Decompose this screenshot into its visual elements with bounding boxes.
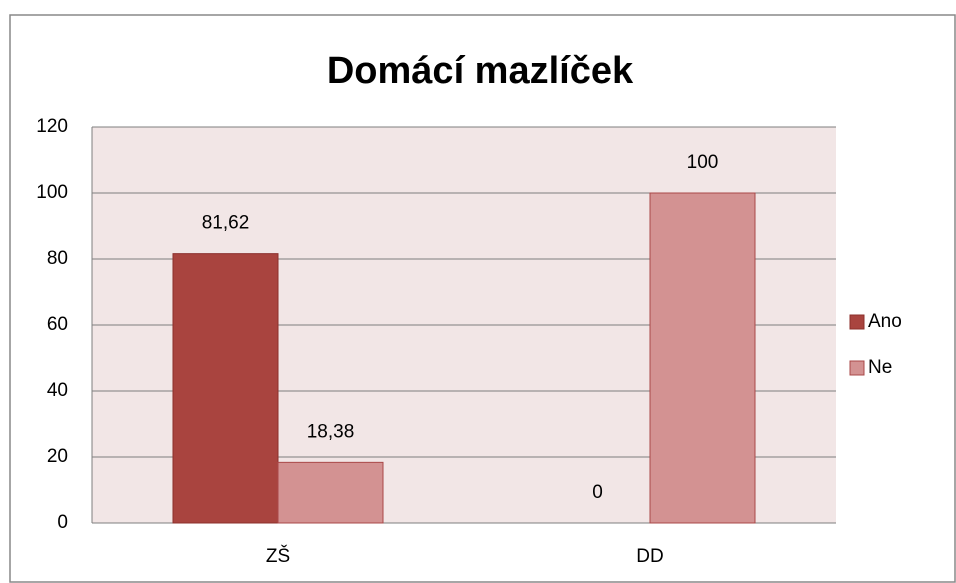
y-tick-label: 40: [47, 380, 68, 401]
data-label: 81,62: [202, 213, 250, 234]
y-tick-label: 120: [36, 116, 68, 137]
data-label: 100: [687, 152, 719, 173]
legend-swatch: [849, 360, 865, 376]
legend-label: Ne: [868, 357, 892, 378]
y-tick-label: 80: [47, 248, 68, 269]
legend-swatch: [849, 314, 865, 330]
y-tick-label: 60: [47, 314, 68, 335]
y-tick-label: 100: [36, 182, 68, 203]
legend-label: Ano: [868, 311, 902, 332]
bar: [649, 192, 756, 524]
bar: [277, 461, 384, 524]
y-tick-label: 0: [57, 512, 68, 533]
x-tick-label: DD: [636, 546, 663, 567]
y-tick-label: 20: [47, 446, 68, 467]
bar: [172, 253, 279, 524]
chart-title: Domácí mazlíček: [327, 50, 634, 92]
x-tick-label: ZŠ: [266, 545, 290, 567]
data-label: 0: [592, 482, 603, 503]
data-label: 18,38: [307, 421, 355, 442]
